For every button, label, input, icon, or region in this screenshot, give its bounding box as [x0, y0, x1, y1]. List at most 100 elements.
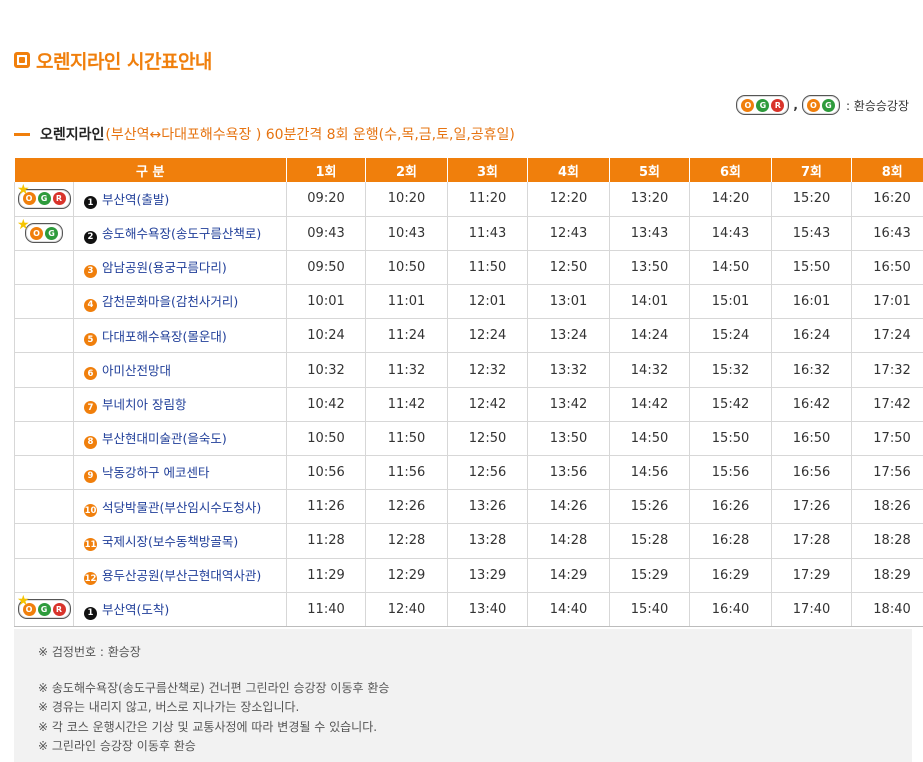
stop-name: 다대포해수욕장(몰운대): [102, 328, 227, 344]
notes-box: ※ 검정번호 : 환승장 ※ 송도해수욕장(송도구름산책로) 건너편 그린라인 …: [14, 629, 912, 762]
orange-line-dot: O: [22, 602, 36, 616]
time-cell: 14:26: [527, 489, 610, 525]
table-row: 9 낙동강하구 에코센타 10:56 11:56 12:56 13:56 14:56 15:5…: [14, 455, 923, 491]
time-cell: 17:40: [771, 592, 852, 627]
transfer-icon-cell: [14, 558, 74, 593]
table-row: 12 용두산공원(부산근현대역사관) 11:29 12:29 13:29 14:29 15:…: [14, 558, 923, 593]
time-cell: 10:01: [286, 284, 366, 320]
stop-name: 부산역(도착): [102, 602, 170, 618]
time-cell: 11:28: [286, 523, 366, 559]
time-cell: 12:50: [527, 250, 610, 286]
note-item: ※ 경유는 내리지 않고, 버스로 지나가는 장소입니다.: [38, 700, 300, 714]
transfer-icon-cell: ★ O G R: [14, 592, 74, 627]
stop-cell: 10 석당박물관(부산임시수도청사): [72, 489, 287, 525]
green-line-dot: G: [821, 98, 835, 112]
stop-name: 감천문화마을(감천사거리): [102, 294, 239, 310]
header-run-7: 7회: [771, 158, 853, 182]
table-row: 4 감천문화마을(감천사거리) 10:01 11:01 12:01 13:01 14:01 1…: [14, 284, 923, 320]
title-square-icon: [14, 52, 30, 68]
stop-number-icon: 3: [84, 264, 97, 278]
time-cell: 13:29: [447, 558, 528, 593]
stop-number-icon: 6: [84, 367, 97, 381]
time-cell: 11:40: [286, 592, 366, 627]
transfer-icon-cell: [14, 387, 74, 422]
time-cell: 16:32: [771, 352, 852, 388]
table-row: 3 암남공원(용궁구름다리) 09:50 10:50 11:50 12:50 13:50 14…: [14, 250, 923, 286]
time-cell: 15:01: [689, 284, 772, 320]
time-cell: 15:20: [771, 182, 852, 217]
stop-name: 낙동강하구 에코센타: [102, 465, 210, 481]
stop-name: 암남공원(용궁구름다리): [102, 260, 227, 276]
time-cell: 17:28: [771, 523, 852, 559]
time-cell: 14:42: [609, 387, 690, 422]
time-cell: 16:50: [771, 421, 852, 457]
time-cell: 15:29: [609, 558, 690, 593]
time-cell: 10:32: [286, 352, 366, 388]
table-row: ★ O G R 1 부산역(출발) 09:20 10:20 11:20 12:20 13:20 14:…: [14, 182, 923, 217]
time-cell: 14:40: [527, 592, 610, 627]
route-dash-icon: [14, 132, 30, 136]
page-title-block: 오렌지라인 시간표안내: [14, 44, 212, 76]
time-cell: 14:20: [689, 182, 772, 217]
time-cell: 09:20: [286, 182, 366, 217]
time-cell: 16:29: [689, 558, 772, 593]
red-line-dot: R: [52, 602, 66, 616]
star-icon: ★: [17, 182, 30, 198]
stop-cell: 5 다대포해수욕장(몰운대): [72, 318, 287, 354]
green-line-dot: G: [37, 602, 51, 616]
time-cell: 11:26: [286, 489, 366, 525]
time-cell: 16:43: [851, 216, 923, 251]
route-description: (부산역↔다대포해수욕장 ) 60분간격 8회 운행(수,목,금,토,일,공휴일…: [105, 127, 515, 143]
orange-line-dot: O: [741, 98, 755, 112]
star-icon: ★: [17, 592, 30, 609]
header-run-8: 8회: [851, 158, 923, 182]
stop-cell: 2 송도해수욕장(송도구름산책로): [72, 216, 287, 251]
time-cell: 17:26: [771, 489, 852, 525]
transfer-icon-cell: [14, 250, 74, 286]
time-cell: 18:28: [851, 523, 923, 559]
stop-name: 부네치아 장림항: [102, 396, 187, 412]
time-cell: 15:26: [609, 489, 690, 525]
time-cell: 12:40: [365, 592, 448, 627]
time-cell: 10:50: [286, 421, 366, 457]
time-cell: 12:42: [447, 387, 528, 422]
orange-line-dot: O: [806, 98, 820, 112]
time-cell: 11:01: [365, 284, 448, 320]
table-row: ★ O G 2 송도해수욕장(송도구름산책로) 09:43 10:43 11:43 12:43 1…: [14, 216, 923, 251]
time-cell: 14:24: [609, 318, 690, 354]
time-cell: 13:26: [447, 489, 528, 525]
time-cell: 16:56: [771, 455, 852, 491]
stop-number-icon: 4: [84, 298, 97, 312]
time-cell: 15:42: [689, 387, 772, 422]
time-cell: 13:32: [527, 352, 610, 388]
note-first: ※ 검정번호 : 환승장: [38, 645, 141, 659]
orange-line-dot: O: [22, 192, 36, 206]
note-item: ※ 송도해수욕장(송도구름산책로) 건너편 그린라인 승강장 이동후 환승: [38, 680, 390, 695]
time-cell: 13:24: [527, 318, 610, 354]
stop-cell: 1 부산역(도착): [72, 592, 287, 627]
time-cell: 15:56: [689, 455, 772, 491]
time-cell: 18:29: [851, 558, 923, 593]
stop-cell: 7 부네치아 장림항: [72, 387, 287, 422]
time-cell: 15:28: [609, 523, 690, 559]
time-cell: 13:56: [527, 455, 610, 491]
time-cell: 12:29: [365, 558, 448, 593]
table-row: 5 다대포해수욕장(몰운대) 10:24 11:24 12:24 13:24 14:24 15…: [14, 318, 923, 354]
time-cell: 14:43: [689, 216, 772, 251]
time-cell: 17:01: [851, 284, 923, 320]
stop-number-icon: 1: [84, 196, 97, 210]
transfer-icon-cell: [14, 455, 74, 491]
time-cell: 11:32: [365, 352, 448, 388]
green-line-dot: G: [756, 98, 770, 112]
green-line-dot: G: [45, 226, 58, 240]
time-cell: 16:42: [771, 387, 852, 422]
stop-number-icon: 10: [84, 504, 97, 518]
header-run-1: 1회: [286, 158, 367, 182]
time-cell: 14:50: [689, 250, 772, 286]
header-run-2: 2회: [365, 158, 449, 182]
red-line-dot: R: [771, 98, 785, 112]
time-cell: 18:26: [851, 489, 923, 525]
timetable: 구 분 1회 2회 3회 4회 5회 6회 7회 8회 ★ O G R 1 부산역(출발)…: [14, 158, 923, 627]
